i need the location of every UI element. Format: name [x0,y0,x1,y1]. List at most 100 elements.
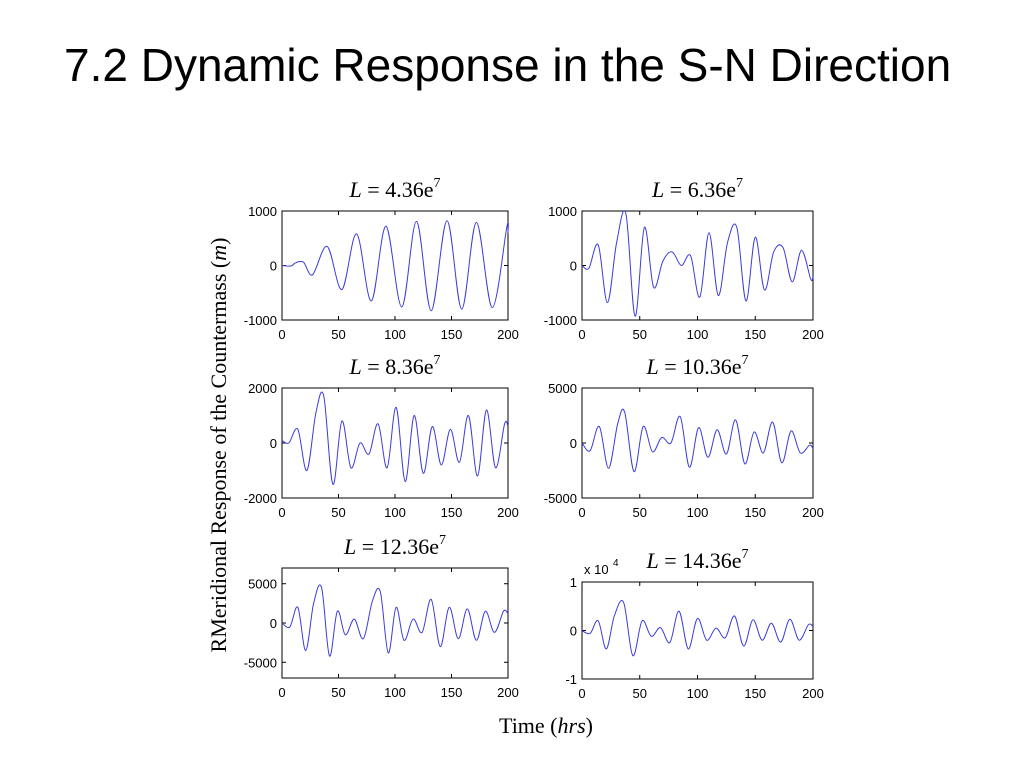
x-tick-label: 0 [278,327,285,342]
y-tick-label: 2000 [248,381,277,396]
panel-title: L = 4.36e7 [349,176,441,202]
y-tick-label: -5000 [544,491,577,506]
x-tick-label: 100 [687,505,709,520]
y-axis-label-unit: m [206,245,231,261]
slide-title: 7.2 Dynamic Response in the S-N Directio… [64,39,952,91]
x-tick-label: 150 [744,505,766,520]
y-tick-label: 1000 [548,204,577,219]
panel-title-sup: 7 [736,176,743,191]
panel-title-eq: = 12.36e [356,534,439,559]
panel-title-sup: 7 [433,176,440,191]
panel-title: L = 14.36e7 [646,547,749,573]
panel-title: L = 8.36e7 [349,353,441,379]
plot-frame [281,387,509,499]
x-axis-label-unit: hrs [558,713,586,738]
y-tick-label: -5000 [244,655,277,670]
x-tick-label: 200 [497,327,519,342]
x-tick-label: 150 [744,327,766,342]
x-tick-label: 150 [744,686,766,701]
x-tick-label: 200 [802,505,824,520]
panel-title-var: L [343,534,356,559]
panel-title-sup: 7 [741,547,748,562]
x-tick-label: 100 [384,327,406,342]
exponent-label: x 10 [584,562,609,577]
panel-title-var: L [646,548,659,573]
x-tick-label: 150 [441,505,463,520]
panel-title-var: L [651,177,664,202]
panel-title-eq: = 8.36e [362,354,434,379]
panel-title-eq: = 6.36e [664,177,736,202]
x-axis-label: Time (hrs) [499,713,593,738]
response-line [581,408,814,473]
x-tick-label: 50 [331,685,345,700]
x-axis-label-close: ) [586,713,593,738]
x-tick-label: 50 [331,327,345,342]
panel-title-eq: = 14.36e [659,548,742,573]
panel-title-var: L [646,354,659,379]
x-tick-label: 100 [687,686,709,701]
y-tick-label: 5000 [248,577,277,592]
y-tick-label: 0 [270,259,277,274]
y-tick-label: 1000 [248,204,277,219]
x-tick-label: 0 [278,505,285,520]
panel-title: L = 12.36e7 [343,533,446,559]
y-tick-label: 0 [570,436,577,451]
y-tick-label: 0 [570,624,577,639]
x-tick-label: 50 [633,505,647,520]
y-tick-label: 0 [270,436,277,451]
y-tick-label: 0 [270,616,277,631]
y-tick-label: 1 [570,575,577,590]
response-line [281,584,509,657]
response-line [581,600,814,657]
response-line [281,220,509,312]
x-tick-label: 50 [331,505,345,520]
x-tick-label: 0 [578,505,585,520]
response-line [581,210,814,317]
y-tick-label: -1 [565,672,577,687]
panel-title-var: L [349,177,362,202]
panel-title-sup: 7 [439,533,446,548]
exponent-sup: 4 [613,558,619,569]
response-line [281,391,509,485]
x-axis-label-main: Time ( [499,713,557,738]
x-tick-label: 200 [802,686,824,701]
x-tick-label: 150 [441,685,463,700]
plot-frame [581,387,814,499]
x-tick-label: 50 [633,686,647,701]
y-tick-label: -1000 [244,313,277,328]
panel-title-eq: = 4.36e [362,177,434,202]
x-tick-label: 100 [384,685,406,700]
y-axis-label-close: ) [206,238,231,245]
x-tick-label: 0 [278,685,285,700]
panel-title-sup: 7 [741,353,748,368]
x-tick-label: 50 [633,327,647,342]
panel-title: L = 10.36e7 [646,353,749,379]
x-tick-label: 150 [441,327,463,342]
panel-title-var: L [349,354,362,379]
panel-title-eq: = 10.36e [659,354,742,379]
panel-title-sup: 7 [433,353,440,368]
x-tick-label: 100 [687,327,709,342]
y-tick-label: -1000 [544,313,577,328]
panel-title: L = 6.36e7 [651,176,743,202]
plot-frame [581,210,814,321]
x-tick-label: 0 [578,327,585,342]
plot-frame [281,567,509,679]
plot-frame [581,581,814,680]
y-tick-label: 0 [570,259,577,274]
x-tick-label: 100 [384,505,406,520]
x-tick-label: 200 [497,505,519,520]
y-tick-label: 5000 [548,381,577,396]
y-tick-label: -2000 [244,491,277,506]
x-tick-label: 200 [497,685,519,700]
x-tick-label: 0 [578,686,585,701]
x-tick-label: 200 [802,327,824,342]
